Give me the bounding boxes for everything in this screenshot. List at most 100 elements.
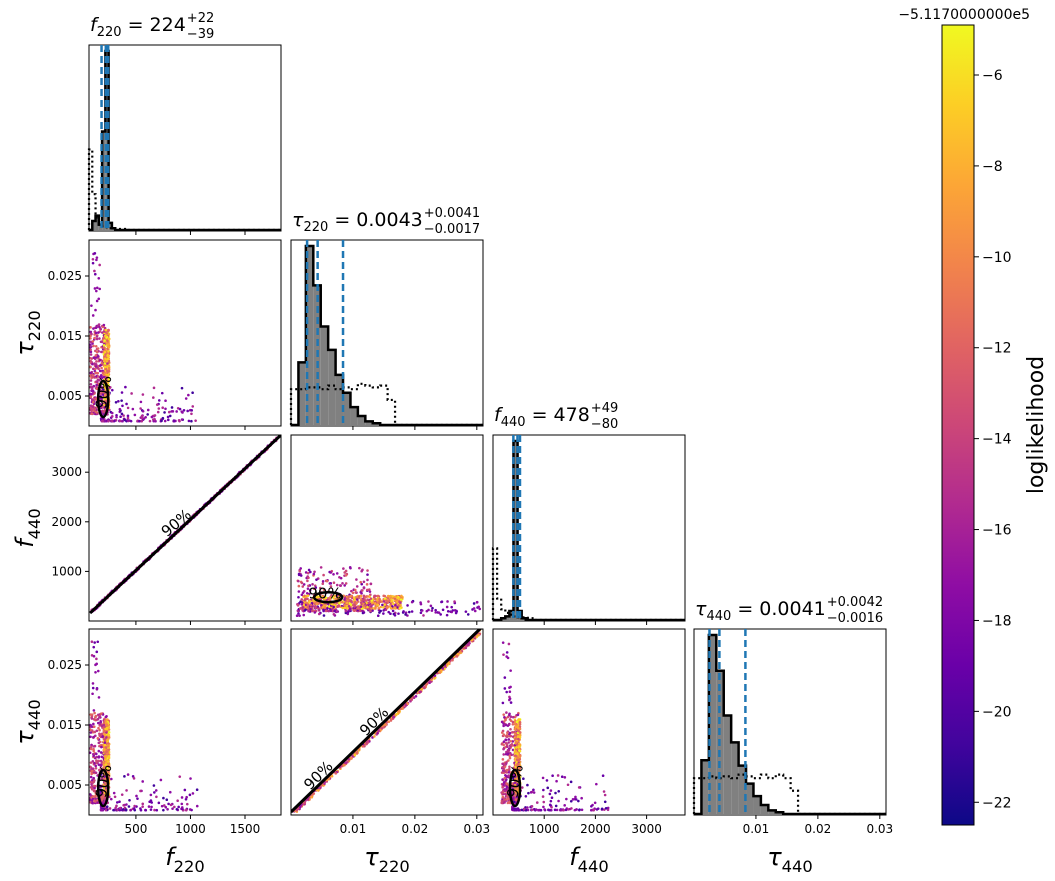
scatter-point <box>517 745 521 749</box>
scatter-point <box>328 582 332 585</box>
scatter-point <box>396 596 399 600</box>
scatter-point <box>89 334 92 338</box>
scatter-point <box>91 801 94 805</box>
scatter-point <box>115 415 118 419</box>
scatter-point <box>160 804 164 808</box>
scatter-point <box>537 808 540 812</box>
scatter-point <box>104 796 107 799</box>
scatter-point <box>160 419 163 423</box>
scatter-point <box>186 409 189 413</box>
scatter-point <box>513 715 517 719</box>
scatter-point <box>91 375 95 379</box>
scatter-point <box>373 602 377 605</box>
scatter-point <box>103 419 107 422</box>
scatter-point <box>90 640 94 644</box>
scatter-point <box>117 400 120 403</box>
scatter-point <box>302 583 306 586</box>
panel-frame <box>88 628 282 816</box>
scatter-point <box>132 777 136 780</box>
scatter-point <box>308 600 312 603</box>
scatter-point <box>502 713 506 716</box>
title-lower-error: −0.0016 <box>827 611 883 626</box>
scatter-point <box>125 402 128 406</box>
scatter-point <box>297 595 300 599</box>
scatter-point <box>105 766 109 770</box>
scatter-point <box>522 807 526 811</box>
scatter-point <box>606 808 610 812</box>
scatter-point <box>94 766 98 770</box>
scatter-point <box>503 676 507 679</box>
title-value: = 224 <box>122 14 186 36</box>
scatter-point <box>466 613 470 616</box>
x-tick-label: 2000 <box>580 822 611 836</box>
x-axis-label-f440: f440 <box>569 843 609 876</box>
scatter-point <box>91 682 95 685</box>
scatter-point <box>125 789 128 792</box>
scatter-point <box>156 410 160 414</box>
scatter-point <box>557 799 560 803</box>
scatter-point <box>89 713 93 716</box>
scatter-point <box>104 727 107 731</box>
scatter-point <box>517 729 521 733</box>
scatter-point <box>414 694 418 698</box>
scatter-point <box>516 756 520 760</box>
scatter-point <box>353 605 356 608</box>
scatter-point <box>97 696 101 699</box>
scatter-point <box>595 782 598 786</box>
scatter-point <box>366 578 369 582</box>
scatter-point <box>571 798 575 801</box>
scatter-point <box>373 594 376 598</box>
scatter-point <box>100 331 104 334</box>
scatter-point <box>103 393 107 397</box>
scatter-point <box>551 774 554 777</box>
scatter-point <box>506 794 510 797</box>
scatter-point <box>89 731 93 734</box>
scatter-point <box>344 611 348 615</box>
scatter-point <box>324 596 328 600</box>
scatter-point <box>96 366 99 369</box>
scatter-point <box>365 588 369 592</box>
scatter-point <box>92 344 95 348</box>
scatter-point <box>106 362 109 365</box>
scatter-point <box>297 579 300 583</box>
scatter-point <box>387 610 391 614</box>
scatter-point <box>312 572 316 576</box>
scatter-point <box>89 383 93 386</box>
scatter-point <box>149 799 153 802</box>
scatter-point <box>506 656 510 660</box>
scatter-point <box>90 304 93 307</box>
scatter-point <box>104 752 107 756</box>
scatter-point <box>427 608 430 612</box>
scatter-point <box>445 613 449 617</box>
scatter-point <box>346 597 350 601</box>
scatter-point <box>152 386 156 390</box>
scatter-point <box>343 604 346 608</box>
scatter-point <box>553 808 557 812</box>
panel-frame <box>492 628 686 816</box>
scatter-point <box>310 795 313 799</box>
scatter-point <box>107 366 111 370</box>
scatter-point <box>515 746 518 749</box>
scatter-point <box>341 582 344 585</box>
scatter-point <box>502 733 506 736</box>
scatter-point <box>306 605 310 609</box>
scatter-point <box>321 605 325 609</box>
histogram-bar <box>305 246 314 425</box>
scatter-point <box>502 720 506 723</box>
scatter-point <box>445 605 449 609</box>
scatter-point <box>106 357 110 361</box>
scatter-point <box>517 769 521 773</box>
scatter-point <box>389 606 393 610</box>
scatter-point <box>374 597 377 601</box>
x-tick-label: 1000 <box>529 822 560 836</box>
scatter-point <box>105 714 108 718</box>
scatter-point <box>89 761 93 764</box>
scatter-point <box>502 743 505 747</box>
title-symbol: τ <box>695 598 707 620</box>
scatter-point <box>412 696 416 700</box>
scatter-point <box>502 753 506 756</box>
scatter-point <box>326 606 329 610</box>
scatter-point <box>104 353 107 356</box>
scatter-point <box>105 331 109 335</box>
